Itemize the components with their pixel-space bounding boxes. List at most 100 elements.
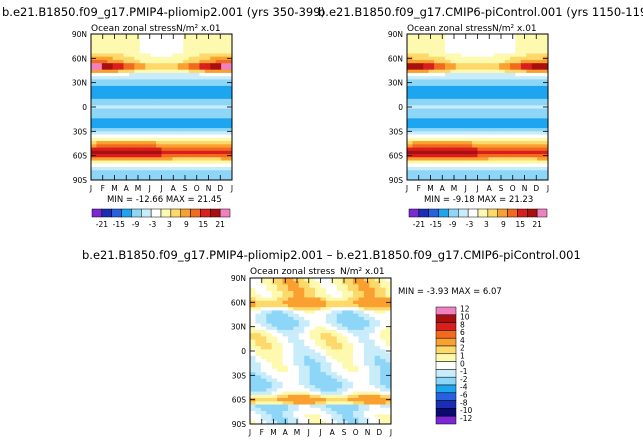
- heatmap-cell: [380, 388, 386, 392]
- heatmap-cell: [255, 398, 262, 402]
- heatmap-cell: [537, 157, 543, 161]
- heatmap-cell: [194, 128, 200, 132]
- heatmap-cell: [210, 176, 217, 181]
- heatmap-cell: [266, 300, 273, 305]
- heatmap-cell: [177, 160, 184, 165]
- heatmap-cell: [221, 85, 227, 90]
- heatmap-cell: [282, 320, 289, 324]
- heatmap-cell: [266, 414, 273, 418]
- heatmap-cell: [156, 53, 162, 58]
- heatmap-cell: [123, 79, 130, 84]
- heatmap-cell: [128, 131, 135, 135]
- heatmap-cell: [537, 141, 543, 145]
- heatmap-cell: [255, 297, 262, 302]
- heatmap-cell: [407, 167, 413, 171]
- heatmap-cell: [325, 329, 332, 334]
- heatmap-cell: [412, 82, 419, 87]
- heatmap-cell: [166, 95, 173, 100]
- heatmap-cell: [526, 79, 533, 84]
- heatmap-cell: [342, 391, 349, 396]
- heatmap-cell: [123, 108, 130, 113]
- heatmap-cell: [407, 76, 413, 80]
- panel1-title: b.e21.B1850.f09_g17.PMIP4-pliomip2.001 (…: [2, 5, 325, 19]
- heatmap-cell: [96, 150, 103, 155]
- heatmap-cell: [156, 79, 162, 84]
- heatmap-cell: [166, 105, 173, 110]
- heatmap-cell: [177, 115, 184, 119]
- heatmap-cell: [542, 46, 549, 51]
- colorbar-swatch: [435, 314, 457, 323]
- heatmap-cell: [488, 163, 495, 168]
- heatmap-cell: [499, 63, 506, 67]
- heatmap-cell: [499, 134, 506, 139]
- heatmap-cell: [215, 66, 222, 71]
- heatmap-cell: [215, 154, 222, 158]
- heatmap-cell: [526, 37, 533, 41]
- heatmap-cell: [150, 46, 157, 51]
- heatmap-cell: [520, 134, 527, 139]
- heatmap-cell: [271, 287, 278, 292]
- heatmap-cell: [250, 414, 256, 418]
- heatmap-cell: [188, 85, 195, 90]
- colorbar-swatch: [435, 306, 457, 316]
- heatmap-cell: [493, 46, 500, 51]
- heatmap-cell: [423, 102, 430, 106]
- heatmap-cell: [293, 294, 300, 298]
- heatmap-cell: [353, 313, 359, 318]
- x-tick-label: J: [475, 184, 478, 193]
- heatmap-cell: [128, 34, 135, 38]
- heatmap-cell: [325, 362, 332, 366]
- heatmap-cell: [271, 378, 278, 383]
- heatmap-cell: [466, 56, 473, 61]
- heatmap-cell: [107, 141, 114, 145]
- heatmap-cell: [96, 37, 103, 41]
- heatmap-cell: [277, 333, 283, 337]
- heatmap-cell: [363, 336, 370, 341]
- heatmap-cell: [161, 56, 168, 61]
- heatmap-cell: [336, 368, 343, 373]
- heatmap-cell: [156, 124, 162, 129]
- heatmap-cell: [96, 105, 103, 110]
- heatmap-cell: [499, 66, 506, 71]
- heatmap-cell: [172, 115, 179, 119]
- heatmap-cell: [188, 105, 195, 110]
- heatmap-cell: [293, 359, 300, 363]
- heatmap-cell: [215, 111, 222, 116]
- heatmap-cell: [472, 50, 478, 54]
- heatmap-cell: [542, 118, 549, 122]
- heatmap-cell: [150, 144, 157, 148]
- heatmap-cell: [204, 37, 211, 41]
- heatmap-cell: [417, 170, 424, 174]
- heatmap-cell: [450, 37, 457, 41]
- heatmap-cell: [177, 102, 184, 106]
- heatmap-cell: [466, 111, 473, 116]
- heatmap-cell: [461, 154, 468, 158]
- heatmap-cell: [477, 121, 484, 126]
- heatmap-cell: [472, 144, 478, 148]
- heatmap-cell: [277, 352, 283, 357]
- heatmap-cell: [194, 124, 200, 129]
- heatmap-cell: [488, 53, 495, 58]
- heatmap-cell: [260, 300, 267, 305]
- heatmap-cell: [96, 102, 103, 106]
- heatmap-cell: [331, 307, 338, 311]
- heatmap-cell: [320, 323, 327, 328]
- heatmap-cell: [347, 388, 354, 392]
- heatmap-cell: [215, 173, 222, 178]
- heatmap-cell: [271, 411, 278, 415]
- heatmap-cell: [215, 157, 222, 161]
- heatmap-cell: [455, 40, 462, 45]
- heatmap-cell: [331, 414, 338, 418]
- heatmap-cell: [204, 53, 211, 58]
- heatmap-cell: [282, 300, 289, 305]
- heatmap-cell: [194, 46, 200, 51]
- heatmap-cell: [434, 111, 440, 116]
- heatmap-cell: [347, 407, 354, 412]
- heatmap-cell: [128, 115, 135, 119]
- heatmap-cell: [428, 89, 435, 93]
- heatmap-cell: [369, 352, 376, 357]
- colorbar-label: -1: [460, 367, 468, 376]
- heatmap-cell: [504, 102, 511, 106]
- heatmap-cell: [358, 313, 365, 318]
